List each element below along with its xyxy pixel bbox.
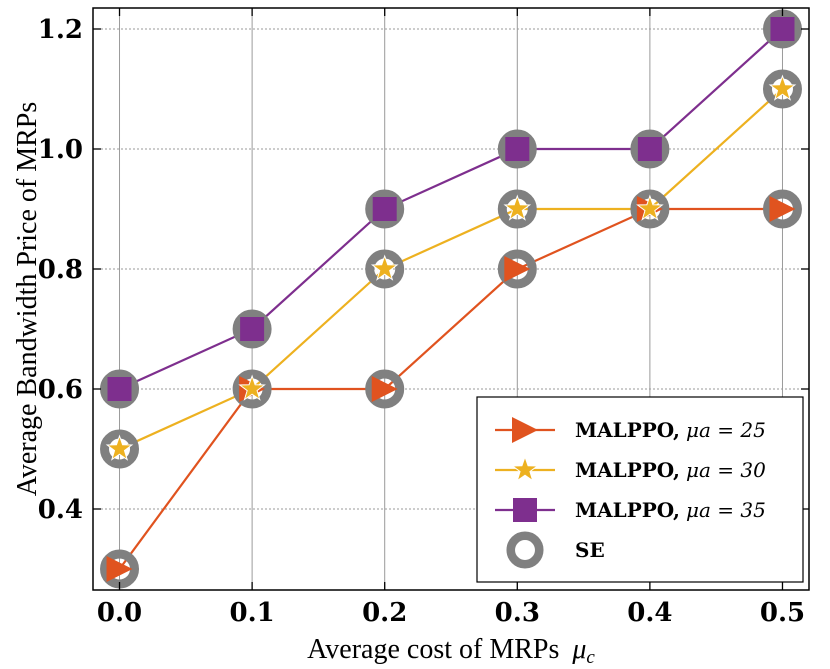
x-tick-label: 0.4 — [627, 598, 672, 628]
series-markers-2 — [105, 74, 797, 461]
se-marker — [762, 69, 802, 109]
se-marker — [497, 189, 537, 229]
x-tick-label: 0.3 — [495, 598, 540, 628]
se-marker — [365, 249, 405, 289]
legend-label-name: MALPPO, — [575, 458, 680, 482]
se-marker — [365, 189, 405, 229]
plot-frame — [92, 7, 810, 591]
y-tick-label: 1.0 — [38, 135, 83, 165]
series-3-marker — [372, 197, 397, 221]
y-axis-title: Average Bandwidth Price of MRPs — [12, 102, 43, 497]
x-axis-title: Average cost of MRPs μc — [307, 634, 595, 668]
se-marker — [232, 369, 272, 409]
y-tick-label: 0.4 — [38, 495, 83, 525]
se-marker — [497, 249, 537, 289]
legend-marker — [511, 455, 539, 482]
series-lines — [118, 28, 784, 570]
y-tick-label: 0.8 — [38, 255, 83, 285]
se-marker — [762, 189, 802, 229]
legend-marker — [506, 531, 544, 569]
y-tick-label: 0.6 — [38, 375, 83, 405]
se-marker — [365, 369, 405, 409]
x-axis-title-text: Average cost of MRPs — [307, 634, 559, 665]
se-marker — [100, 369, 140, 409]
legend-marker — [513, 498, 537, 522]
legend-item-2: MALPPO, μa = 30 — [495, 455, 766, 482]
series-markers-3 — [107, 17, 795, 401]
x-axis-title-subscript: c — [586, 647, 595, 668]
se-marker — [630, 129, 670, 169]
legend-label: MALPPO, μa = 35 — [575, 498, 766, 522]
legend-item-3: MALPPO, μa = 35 — [495, 498, 766, 522]
legend-label-math: μa = 30 — [686, 458, 766, 482]
series-1-marker — [371, 376, 398, 402]
series-1-marker — [769, 196, 796, 222]
legend-item-4: SE — [506, 531, 605, 569]
series-line-2 — [119, 88, 784, 451]
series-3-marker — [505, 137, 530, 161]
legend-label: SE — [575, 538, 605, 562]
series-2-marker — [636, 194, 664, 221]
legend-label-math: μa = 35 — [686, 498, 766, 522]
x-tick-label: 0.1 — [229, 598, 274, 628]
x-axis-title-symbol: μ — [571, 634, 586, 665]
x-tick-label: 0.5 — [760, 598, 805, 628]
series-3-marker — [770, 17, 795, 41]
series-2-marker — [238, 374, 266, 401]
series-2-marker — [105, 434, 134, 461]
axis-ticks — [93, 8, 809, 590]
series-2-marker — [768, 74, 797, 101]
series-line-1 — [118, 207, 783, 570]
se-marker — [232, 309, 272, 349]
series-2-marker — [370, 254, 399, 281]
legend-label-name: MALPPO, — [575, 418, 680, 442]
x-tick-label: 0.2 — [362, 598, 407, 628]
series-line-3 — [119, 28, 784, 391]
x-tick-label: 0.0 — [97, 598, 142, 628]
legend-label: MALPPO, μa = 30 — [575, 458, 766, 482]
legend-label-name: SE — [575, 538, 605, 562]
series-3-marker — [240, 317, 265, 341]
legend-label-math: μa = 25 — [686, 418, 766, 442]
series-2-marker — [503, 194, 532, 221]
se-marker — [497, 129, 537, 169]
series-1-marker — [504, 256, 531, 282]
legend-item-1: MALPPO, μa = 25 — [495, 417, 766, 443]
legend-marker — [512, 417, 538, 443]
series-1-marker — [106, 556, 133, 582]
legend-label: MALPPO, μa = 25 — [575, 418, 766, 442]
series-3-marker — [107, 377, 132, 401]
legend-label-name: MALPPO, — [575, 498, 680, 522]
tick-labels: 0.0 0.1 0.2 0.3 0.4 0.5 0.4 0.6 0.8 1.0 1.2 — [38, 15, 805, 628]
series-3-marker — [637, 137, 662, 161]
se-marker — [100, 429, 140, 469]
y-tick-label: 1.2 — [38, 15, 83, 45]
se-marker — [630, 189, 670, 229]
